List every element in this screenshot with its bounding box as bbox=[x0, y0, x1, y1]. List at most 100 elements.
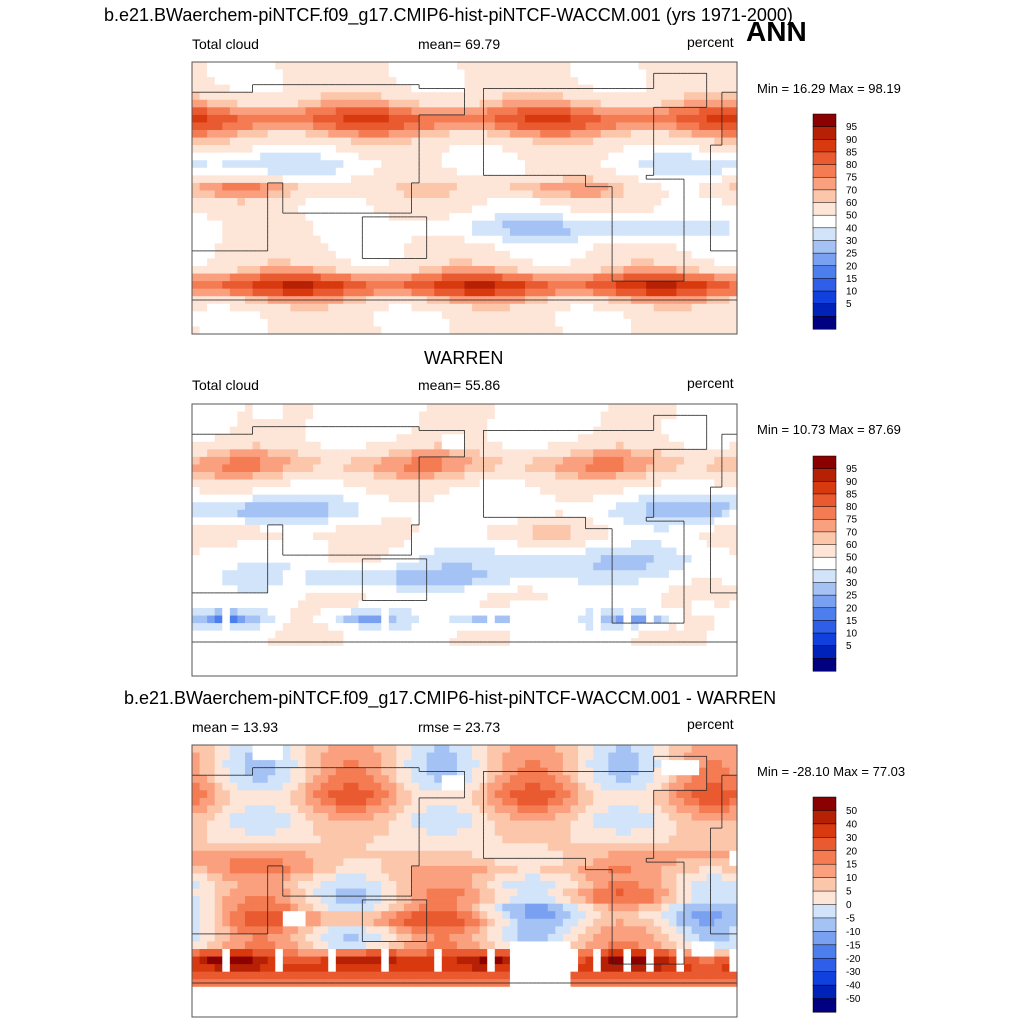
map-cell bbox=[532, 303, 541, 312]
map-cell bbox=[540, 509, 549, 518]
map-cell bbox=[403, 152, 413, 161]
map-cell bbox=[335, 130, 344, 139]
map-cell bbox=[578, 228, 587, 237]
map-cell bbox=[646, 62, 655, 71]
map-cell bbox=[192, 411, 201, 420]
map-cell bbox=[350, 235, 360, 244]
map-cell bbox=[449, 213, 458, 222]
map-cell bbox=[411, 585, 420, 594]
map-cell bbox=[608, 69, 617, 78]
map-cell bbox=[668, 441, 678, 450]
map-cell bbox=[192, 318, 201, 328]
map-cell bbox=[631, 160, 640, 169]
map-cell bbox=[456, 243, 466, 252]
map-cell bbox=[578, 235, 587, 244]
map-cell bbox=[653, 404, 662, 413]
map-cell bbox=[229, 562, 239, 571]
map-cell bbox=[668, 487, 678, 496]
map-cell bbox=[494, 494, 503, 503]
map-cell bbox=[252, 213, 261, 222]
map-cell bbox=[411, 509, 420, 518]
map-cell bbox=[593, 479, 602, 488]
map-cell bbox=[275, 160, 284, 169]
map-cell bbox=[509, 472, 519, 481]
map-cell bbox=[403, 494, 413, 503]
map-cell bbox=[411, 228, 420, 237]
map-cell bbox=[570, 250, 579, 260]
map-cell bbox=[456, 547, 466, 556]
map-cell bbox=[661, 318, 670, 328]
map-cell bbox=[313, 122, 322, 131]
map-cell bbox=[260, 311, 269, 320]
map-cell bbox=[593, 175, 602, 184]
map-cell bbox=[623, 464, 632, 473]
map-cell bbox=[350, 555, 360, 564]
map-cell bbox=[350, 426, 360, 435]
map-cell bbox=[350, 608, 360, 617]
map-cell bbox=[661, 532, 670, 541]
map-cell bbox=[509, 509, 519, 518]
map-cell bbox=[297, 585, 307, 594]
map-cell bbox=[449, 585, 458, 594]
map-cell bbox=[290, 175, 299, 184]
map-cell bbox=[623, 243, 632, 252]
map-cell bbox=[699, 228, 708, 237]
map-cell bbox=[411, 456, 420, 466]
map-cell bbox=[472, 69, 481, 78]
map-cell bbox=[555, 145, 564, 154]
map-cell bbox=[366, 137, 375, 146]
map-cell bbox=[297, 532, 307, 541]
map-cell bbox=[615, 517, 625, 526]
map-cell bbox=[721, 190, 731, 199]
map-cell bbox=[366, 273, 375, 282]
map-cell bbox=[668, 243, 678, 252]
map-cell bbox=[396, 258, 405, 267]
map-cell bbox=[555, 92, 564, 101]
map-cell bbox=[555, 532, 564, 541]
map-cell bbox=[267, 130, 276, 139]
map-cell bbox=[540, 213, 549, 222]
map-cell bbox=[419, 524, 428, 534]
map-cell bbox=[517, 62, 526, 71]
map-cell bbox=[199, 122, 208, 131]
map-cell bbox=[335, 555, 344, 564]
map-cell bbox=[547, 464, 556, 473]
map-cell bbox=[388, 175, 397, 184]
map-cell bbox=[419, 137, 428, 146]
map-cell bbox=[615, 472, 625, 481]
map-cell bbox=[328, 524, 337, 534]
map-cell bbox=[434, 487, 443, 496]
map-cell bbox=[388, 92, 397, 101]
map-cell bbox=[207, 479, 216, 488]
map-cell bbox=[578, 130, 587, 139]
map-cell bbox=[479, 182, 488, 192]
map-cell bbox=[343, 84, 352, 93]
map-cell bbox=[714, 434, 723, 443]
map-cell bbox=[525, 517, 534, 526]
map-cell bbox=[547, 281, 556, 290]
map-cell bbox=[464, 600, 473, 609]
map-cell bbox=[229, 411, 239, 420]
map-cell bbox=[555, 228, 564, 237]
map-cell bbox=[192, 99, 201, 108]
map-cell bbox=[638, 213, 647, 222]
map-cell bbox=[358, 494, 367, 503]
map-cell bbox=[494, 114, 503, 124]
map-cell bbox=[706, 250, 715, 260]
map-cell bbox=[373, 630, 382, 639]
map-cell bbox=[525, 623, 534, 632]
map-cell bbox=[343, 152, 352, 161]
map-cell bbox=[388, 167, 397, 176]
map-cell bbox=[282, 600, 291, 609]
map-cell bbox=[449, 92, 458, 101]
map-cell bbox=[456, 441, 466, 450]
map-cell bbox=[335, 547, 344, 556]
map-cell bbox=[706, 311, 715, 320]
map-cell bbox=[305, 198, 314, 207]
map-cell bbox=[441, 570, 450, 579]
map-cell bbox=[479, 645, 488, 654]
map-cell bbox=[525, 540, 534, 549]
map-cell bbox=[313, 160, 322, 169]
map-cell bbox=[244, 130, 254, 139]
map-cell bbox=[305, 190, 314, 199]
